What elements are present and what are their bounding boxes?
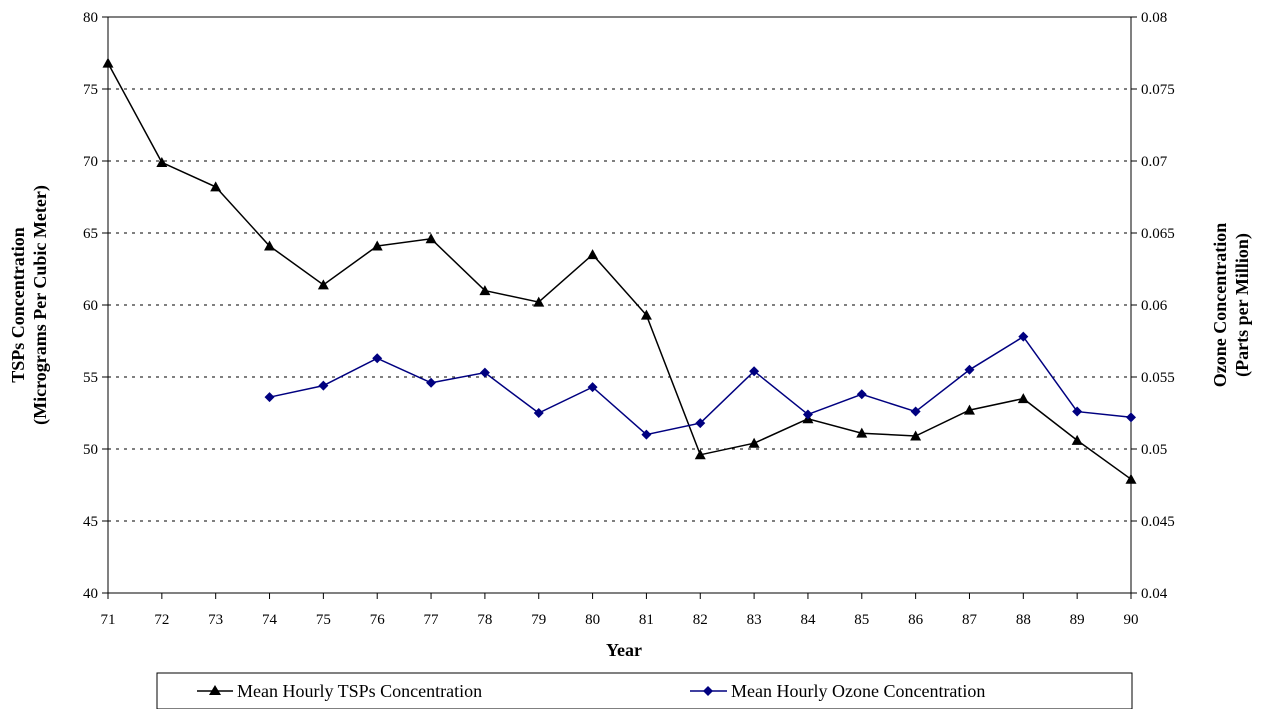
x-tick-label: 81	[639, 612, 654, 628]
right-tick-label: 0.06	[1141, 298, 1168, 314]
data-point	[102, 57, 114, 68]
right-tick-label: 0.07	[1141, 154, 1168, 170]
right-tick-label: 0.04	[1141, 586, 1168, 602]
data-point	[156, 156, 168, 167]
left-tick-label: 60	[83, 298, 98, 314]
data-point	[372, 353, 383, 364]
x-tick-label: 85	[854, 612, 869, 628]
data-point	[641, 429, 652, 440]
left-tick-label: 75	[83, 82, 98, 98]
data-point	[695, 418, 706, 429]
series-ozone	[264, 331, 1136, 440]
x-tick-label: 77	[424, 612, 440, 628]
series-tsps	[102, 57, 1137, 484]
legend-box	[156, 672, 1133, 709]
left-tick-label: 45	[83, 514, 98, 530]
data-point	[964, 364, 975, 375]
right-tick-label: 0.08	[1141, 10, 1167, 26]
data-point	[1072, 406, 1083, 417]
left-tick-label: 65	[83, 226, 98, 242]
gridlines	[108, 88, 1131, 522]
x-tick-label: 76	[370, 612, 386, 628]
data-point	[479, 367, 490, 378]
data-point	[317, 279, 329, 290]
data-point	[749, 366, 760, 377]
triangle-marker-icon	[209, 685, 221, 695]
right-axis-title-line2: (Parts per Million)	[1232, 233, 1253, 377]
legend-item-ozone: Mean Hourly Ozone Concentration	[690, 681, 985, 701]
x-tick-label: 72	[154, 612, 169, 628]
data-point	[533, 296, 545, 307]
data-point	[802, 409, 813, 420]
legend: Mean Hourly TSPs Concentration Mean Hour…	[156, 672, 1133, 709]
data-point	[587, 382, 598, 393]
data-point	[371, 240, 383, 251]
data-point	[963, 404, 975, 415]
data-point	[910, 430, 922, 441]
x-tick-label: 78	[477, 612, 492, 628]
right-tick-label: 0.065	[1141, 226, 1175, 242]
x-tick-label: 86	[908, 612, 924, 628]
left-axis-title-line1: TSPs Concentration	[8, 227, 28, 383]
x-tick-label: 75	[316, 612, 331, 628]
series-line	[107, 62, 1132, 480]
diamond-marker-icon	[703, 686, 713, 696]
x-tick-label: 74	[262, 612, 278, 628]
x-tick-label: 73	[208, 612, 223, 628]
data-point	[210, 181, 222, 192]
data-point	[426, 377, 437, 388]
data-point	[425, 233, 437, 244]
right-tick-label: 0.075	[1141, 82, 1175, 98]
data-point	[640, 309, 652, 320]
data-point	[479, 285, 491, 296]
data-point	[1126, 412, 1136, 423]
x-axis-title: Year	[606, 640, 642, 660]
x-tick-label: 83	[747, 612, 762, 628]
data-point	[264, 392, 275, 403]
data-point	[1018, 331, 1029, 342]
right-axis-title-line1: Ozone Concentration	[1210, 223, 1230, 387]
x-tick-label: 90	[1124, 612, 1139, 628]
series-group	[102, 57, 1137, 484]
data-point	[910, 406, 921, 417]
x-tick-label: 80	[585, 612, 600, 628]
x-tick-label: 79	[531, 612, 546, 628]
x-tick-label: 84	[800, 612, 816, 628]
right-tick-label: 0.055	[1141, 370, 1175, 386]
data-point	[694, 449, 706, 460]
legend-label-tsps: Mean Hourly TSPs Concentration	[237, 681, 482, 701]
legend-label-ozone: Mean Hourly Ozone Concentration	[731, 681, 985, 701]
left-tick-label: 40	[83, 586, 98, 602]
data-point	[587, 249, 599, 260]
left-tick-label: 70	[83, 154, 98, 170]
left-tick-label: 55	[83, 370, 98, 386]
data-point	[856, 427, 868, 438]
left-axis: 40 45 50 55 60 65 70 75 80	[83, 10, 108, 602]
x-tick-label: 88	[1016, 612, 1031, 628]
left-axis-title-line2: (Micrograms Per Cubic Meter)	[30, 185, 51, 425]
data-point	[533, 408, 544, 418]
right-axis: 0.04 0.045 0.05 0.055 0.06 0.065 0.07 0.075 0.08	[1131, 10, 1175, 602]
x-tick-label: 89	[1070, 612, 1085, 628]
data-point	[748, 437, 760, 448]
right-tick-label: 0.05	[1141, 442, 1167, 458]
x-tick-label: 71	[101, 612, 116, 628]
right-tick-label: 0.045	[1141, 514, 1175, 530]
data-point	[1125, 473, 1137, 484]
data-point	[264, 240, 276, 251]
data-point	[856, 389, 867, 400]
x-tick-label: 87	[962, 612, 978, 628]
data-point	[1071, 434, 1083, 445]
data-point	[1017, 393, 1029, 404]
legend-item-tsps: Mean Hourly TSPs Concentration	[197, 681, 482, 701]
data-point	[318, 380, 329, 391]
x-tick-label: 82	[693, 612, 708, 628]
left-tick-label: 80	[83, 10, 98, 26]
x-axis: 71 72 73 74 75 76 77 78 79 80 81 82 83 84 85 86 87 88 89 90	[101, 593, 1139, 628]
left-tick-label: 50	[83, 442, 98, 458]
